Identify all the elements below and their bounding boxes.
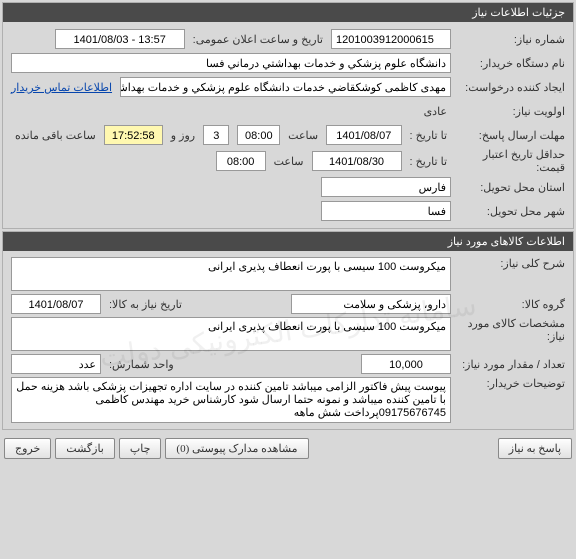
- requester-label: ایجاد کننده درخواست:: [455, 81, 565, 94]
- buyer-note-field: پیوست پیش فاکتور الزامی میباشد تامین کنن…: [11, 377, 451, 423]
- buyer-contact-link[interactable]: اطلاعات تماس خریدار: [11, 81, 116, 94]
- time-label-1: ساعت: [284, 129, 322, 142]
- price-validity-label: حداقل تاریخ اعتبار قیمت:: [455, 148, 565, 174]
- panel2-body: سامانه تدارکات الکترونیکی دولت شرح کلی ن…: [3, 251, 573, 429]
- buyer-org-label: نام دستگاه خریدار:: [455, 57, 565, 70]
- priority-value: عادی: [420, 103, 451, 120]
- print-button[interactable]: چاپ: [119, 438, 162, 459]
- need-details-panel: جزئیات اطلاعات نیاز شماره نیاز: 12010039…: [2, 2, 574, 229]
- group-field: دارو، پزشکی و سلامت: [291, 294, 451, 314]
- delivery-province-field: فارس: [321, 177, 451, 197]
- spec-field: میکروست 100 سیسی با پورت انعطاف پذیری ای…: [11, 317, 451, 351]
- panel1-header: جزئیات اطلاعات نیاز: [3, 3, 573, 22]
- panel1-body: شماره نیاز: 1201003912000615 تاریخ و ساع…: [3, 22, 573, 228]
- reply-deadline-time-field: 08:00: [237, 125, 280, 145]
- buyer-org-field: دانشگاه علوم پزشکي و خدمات بهداشتي درمان…: [11, 53, 451, 73]
- requester-field: مهدی کاظمی کوشکقاضي خدمات دانشگاه علوم پ…: [120, 77, 451, 97]
- price-validity-date-field: 1401/08/30: [312, 151, 402, 171]
- countdown-field: 17:52:58: [104, 125, 163, 145]
- time-label-2: ساعت: [270, 155, 308, 168]
- panel2-header: اطلاعات کالاهای مورد نیاز: [3, 232, 573, 251]
- priority-label: اولویت نیاز:: [455, 105, 565, 118]
- need-date-label: تاریخ نیاز به کالا:: [105, 298, 186, 311]
- desc-label: شرح کلی نیاز:: [455, 257, 565, 270]
- request-number-field: 1201003912000615: [331, 29, 451, 49]
- days-and-label: روز و: [167, 129, 199, 142]
- buyer-note-label: توضیحات خریدار:: [455, 377, 565, 390]
- public-date-label: تاریخ و ساعت اعلان عمومی:: [189, 33, 327, 46]
- goods-info-panel: اطلاعات کالاهای مورد نیاز سامانه تدارکات…: [2, 231, 574, 430]
- request-number-label: شماره نیاز:: [455, 33, 565, 46]
- desc-field: میکروست 100 سیسی با پورت انعطاف پذیری ای…: [11, 257, 451, 291]
- exit-button[interactable]: خروج: [4, 438, 51, 459]
- delivery-city-label: شهر محل تحویل:: [455, 205, 565, 218]
- to-date-label-2: تا تاریخ :: [406, 155, 451, 168]
- delivery-city-field: فسا: [321, 201, 451, 221]
- price-validity-time-field: 08:00: [216, 151, 266, 171]
- reply-deadline-date-field: 1401/08/07: [326, 125, 401, 145]
- button-bar: خروج بازگشت چاپ مشاهده مدارک پیوستی (0) …: [0, 432, 576, 465]
- to-date-label-1: تا تاریخ :: [406, 129, 451, 142]
- qty-field: 10,000: [361, 354, 451, 374]
- attachments-button[interactable]: مشاهده مدارک پیوستی (0): [165, 438, 308, 459]
- qty-label: تعداد / مقدار مورد نیاز:: [455, 358, 565, 371]
- reply-button[interactable]: پاسخ به نیاز: [498, 438, 572, 459]
- reply-deadline-label: مهلت ارسال پاسخ:: [455, 129, 565, 142]
- spec-label: مشخصات کالای مورد نیاز:: [455, 317, 565, 343]
- delivery-province-label: استان محل تحویل:: [455, 181, 565, 194]
- days-count-field: 3: [203, 125, 229, 145]
- back-button[interactable]: بازگشت: [55, 438, 115, 459]
- unit-field: عدد: [11, 354, 101, 374]
- unit-label: واحد شمارش:: [105, 358, 178, 371]
- group-label: گروه کالا:: [455, 298, 565, 311]
- need-date-field: 1401/08/07: [11, 294, 101, 314]
- public-date-field: 1401/08/03 - 13:57: [55, 29, 185, 49]
- remaining-label: ساعت باقی مانده: [11, 129, 100, 142]
